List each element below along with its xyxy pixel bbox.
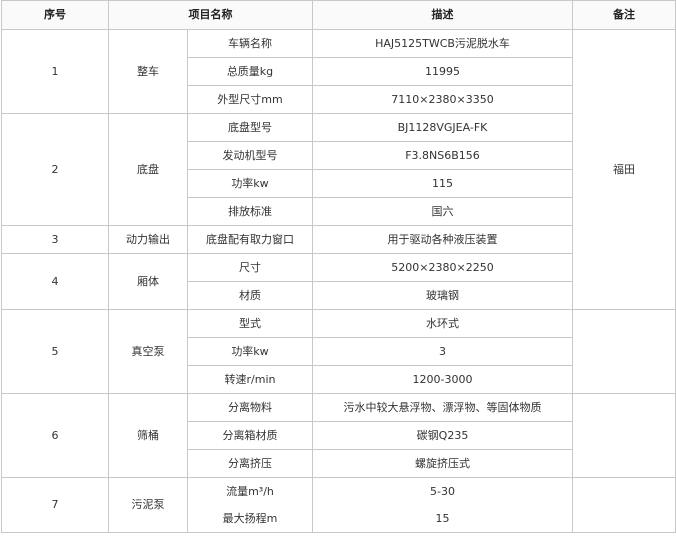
item-name: 转速r/min <box>187 365 313 394</box>
item-description: 3 <box>312 337 573 366</box>
item-description: 用于驱动各种液压装置 <box>312 225 573 254</box>
item-description: 5-30 <box>312 477 573 505</box>
table-row: 分离挤压 螺旋挤压式 <box>2 449 676 478</box>
item-name: 材质 <box>187 281 313 310</box>
table-row: 1 整车 车辆名称 HAJ5125TWCB污泥脱水车 福田 <box>1 29 676 310</box>
table-row: 分离箱材质 碳钢Q235 <box>2 421 676 450</box>
table-row: 发动机型号 F3.8NS6B156 <box>2 141 676 170</box>
item-name: 分离挤压 <box>187 449 313 478</box>
item-description: 水环式 <box>312 309 573 338</box>
item-name: 流量m³/h <box>187 477 313 505</box>
item-description: 玻璃钢 <box>312 281 573 310</box>
table-row: 转速r/min 1200-3000 <box>2 365 676 394</box>
header-item: 项目名称 <box>108 0 313 30</box>
item-description: HAJ5125TWCB污泥脱水车 <box>312 29 573 58</box>
item-description: 115 <box>312 169 573 198</box>
row-number: 7 <box>1 477 109 533</box>
table-row: 5 真空泵 型式 水环式 <box>1 309 676 394</box>
table-row: 总质量kg 11995 <box>2 57 676 86</box>
item-name: 功率kw <box>187 169 313 198</box>
table-row: 7 污泥泵 流量m³/h 5-30 <box>1 477 676 533</box>
note-cell: 福田 <box>572 29 676 310</box>
header-note: 备注 <box>572 0 676 30</box>
group-name: 整车 <box>108 29 188 114</box>
item-name: 分离箱材质 <box>187 421 313 450</box>
item-name: 型式 <box>187 309 313 338</box>
item-description: 11995 <box>312 57 573 86</box>
item-description: F3.8NS6B156 <box>312 141 573 170</box>
item-description: 5200×2380×2250 <box>312 253 573 282</box>
item-description: 污水中较大悬浮物、漂浮物、等固体物质 <box>312 393 573 422</box>
group-name: 底盘 <box>108 113 188 226</box>
note-cell <box>572 477 676 533</box>
header-row: 序号 项目名称 描述 备注 <box>1 0 676 30</box>
table-row: 外型尺寸mm 7110×2380×3350 <box>2 85 676 114</box>
item-description: BJ1128VGJEA-FK <box>312 113 573 142</box>
item-name: 排放标准 <box>187 197 313 226</box>
item-name: 底盘配有取力窗口 <box>187 225 313 254</box>
item-description: 15 <box>312 505 573 533</box>
item-description: 国六 <box>312 197 573 226</box>
item-name: 发动机型号 <box>187 141 313 170</box>
row-number: 6 <box>1 393 109 478</box>
table-row: 排放标准 国六 <box>2 197 676 226</box>
group-name: 筛桶 <box>108 393 188 478</box>
header-no: 序号 <box>1 0 109 30</box>
table-row: 功率kw 115 <box>2 169 676 198</box>
item-name: 功率kw <box>187 337 313 366</box>
note-cell <box>572 393 676 478</box>
table-row: 材质 玻璃钢 <box>2 281 676 310</box>
table-row: 4 厢体 尺寸 5200×2380×2250 <box>1 253 676 310</box>
item-description: 螺旋挤压式 <box>312 449 573 478</box>
row-number: 4 <box>1 253 109 310</box>
item-description: 碳钢Q235 <box>312 421 573 450</box>
item-name: 底盘型号 <box>187 113 313 142</box>
group-name: 真空泵 <box>108 309 188 394</box>
row-number: 3 <box>1 225 109 254</box>
header-desc: 描述 <box>312 0 573 30</box>
table-row: 2 底盘 底盘型号 BJ1128VGJEA-FK <box>1 113 676 226</box>
item-name: 最大扬程m <box>187 505 313 533</box>
item-description: 1200-3000 <box>312 365 573 394</box>
row-number: 1 <box>1 29 109 114</box>
item-name: 车辆名称 <box>187 29 313 58</box>
item-name: 尺寸 <box>187 253 313 282</box>
item-description: 7110×2380×3350 <box>312 85 573 114</box>
group-name: 动力输出 <box>108 225 188 254</box>
item-name: 外型尺寸mm <box>187 85 313 114</box>
group-name: 污泥泵 <box>108 477 188 533</box>
row-number: 2 <box>1 113 109 226</box>
table-row: 6 筛桶 分离物料 污水中较大悬浮物、漂浮物、等固体物质 <box>1 393 676 478</box>
group-name: 厢体 <box>108 253 188 310</box>
table-row: 最大扬程m 15 <box>2 505 676 533</box>
item-name: 总质量kg <box>187 57 313 86</box>
note-cell <box>572 309 676 394</box>
row-number: 5 <box>1 309 109 394</box>
item-name: 分离物料 <box>187 393 313 422</box>
